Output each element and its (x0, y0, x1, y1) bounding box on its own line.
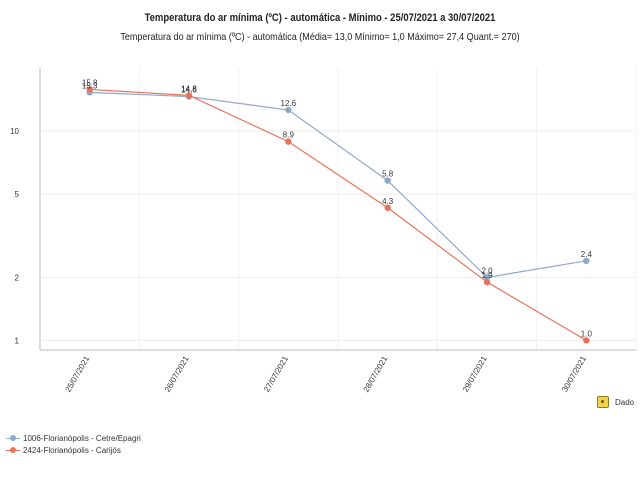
data-label: 2.0 (481, 266, 493, 275)
data-point[interactable] (384, 204, 391, 211)
data-label: 5.8 (382, 170, 394, 179)
series-line (89, 88, 587, 341)
y-tick-label: 10 (10, 127, 19, 136)
data-table-icon (597, 396, 609, 408)
y-tick-label: 1 (15, 336, 20, 345)
data-label: 14.6 (181, 86, 197, 95)
data-label: 12.6 (281, 99, 297, 108)
data-point[interactable] (285, 138, 292, 145)
data-label: 2.4 (581, 250, 593, 259)
chart-legend: 1006-Florianópolis - Cetre/Epagri 2424-F… (6, 432, 141, 456)
data-label: 15.3 (82, 81, 98, 90)
data-point[interactable] (86, 86, 93, 93)
x-tick-label: 25/07/2021 (64, 354, 92, 394)
series-line (89, 91, 587, 279)
data-point[interactable] (583, 337, 590, 344)
data-label: 4.3 (382, 197, 394, 206)
legend-marker (6, 446, 20, 454)
chart-subtitle: Temperatura do ar mínima (ºC) - automáti… (120, 31, 520, 43)
legend-label: 2424-Florianópolis - Carijós (23, 445, 121, 455)
x-tick-label: 27/07/2021 (262, 354, 290, 394)
data-point[interactable] (185, 92, 193, 99)
x-tick-label: 30/07/2021 (560, 354, 588, 394)
legend-label: 1006-Florianópolis - Cetre/Epagri (23, 433, 141, 443)
legend-marker (6, 434, 20, 442)
data-label: 15.8 (82, 78, 98, 87)
data-label: 1.9 (481, 271, 493, 280)
data-label: 14.8 (181, 84, 197, 93)
data-point[interactable] (483, 274, 491, 281)
data-button-label: Dado (615, 397, 635, 407)
legend-item[interactable]: 2424-Florianópolis - Carijós (6, 444, 141, 456)
x-tick-label: 28/07/2021 (362, 354, 390, 394)
data-label: 1.0 (581, 329, 593, 338)
chart-title: Temperatura do ar mínima (ºC) - automáti… (144, 12, 496, 24)
data-button[interactable]: Dado (597, 396, 634, 408)
data-point[interactable] (483, 278, 491, 286)
legend-item[interactable]: 1006-Florianópolis - Cetre/Epagri (6, 432, 141, 444)
y-tick-label: 5 (15, 190, 20, 199)
data-point[interactable] (583, 257, 590, 265)
data-label: 8.9 (283, 131, 295, 140)
data-point[interactable] (384, 177, 391, 184)
y-tick-label: 2 (15, 273, 20, 282)
data-point[interactable] (285, 106, 292, 114)
x-tick-label: 26/07/2021 (163, 354, 191, 394)
x-tick-label: 29/07/2021 (461, 354, 489, 394)
